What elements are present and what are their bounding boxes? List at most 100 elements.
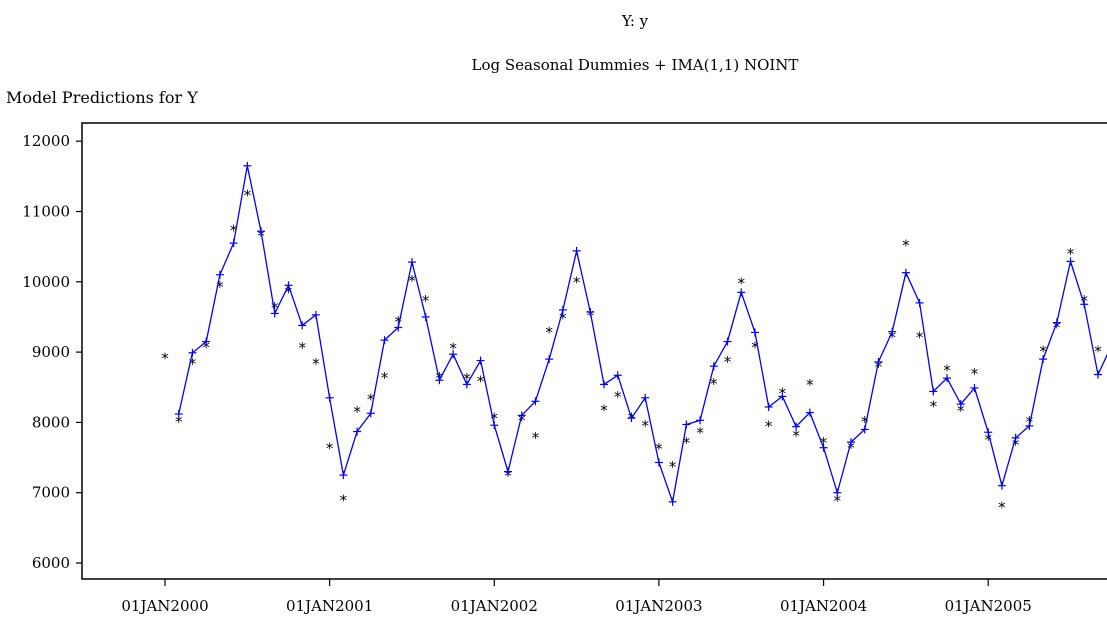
predicted-point — [353, 427, 362, 436]
observed-points: * * * * * * * * * * * * * * * * * * * * * * * * * * * * * * * * * * * * * * * *… — [161, 186, 1102, 516]
predicted-point — [531, 397, 540, 406]
observed-point: * — [532, 429, 540, 447]
observed-point: * — [655, 440, 663, 458]
observed-point: * — [875, 358, 883, 376]
predicted-point — [984, 428, 993, 437]
observed-point: * — [834, 492, 842, 510]
predicted-point — [723, 337, 732, 346]
observed-point: * — [696, 424, 704, 442]
observed-point: * — [491, 409, 499, 427]
predicted-point — [215, 270, 224, 279]
observed-point: * — [1053, 319, 1061, 337]
predicted-point — [1052, 318, 1061, 327]
observed-point: * — [916, 328, 924, 346]
observed-point: * — [449, 340, 457, 358]
predicted-point — [668, 497, 677, 506]
observed-point: * — [285, 283, 293, 301]
observed-point: * — [326, 439, 334, 457]
predicted-point — [901, 268, 910, 277]
predicted-point — [174, 409, 183, 418]
observed-point: * — [943, 361, 951, 379]
predicted-point — [1039, 355, 1048, 364]
y-axis: 6000 7000 8000 9000 10000 11000 12000 — [22, 132, 82, 572]
observed-point: * — [1067, 245, 1075, 263]
predicted-point — [696, 416, 705, 425]
predicted-point — [270, 309, 279, 318]
predicted-point — [298, 321, 307, 330]
observed-point: * — [340, 492, 348, 510]
observed-point: * — [312, 355, 320, 373]
predicted-point — [819, 443, 828, 452]
observed-point: * — [161, 350, 169, 368]
y-tick-label: 7000 — [32, 484, 70, 502]
predicted-point — [833, 488, 842, 497]
predicted-point — [888, 327, 897, 336]
observed-point: * — [806, 376, 814, 394]
predicted-markers — [174, 161, 1102, 506]
observed-point: * — [820, 434, 828, 452]
predicted-point — [915, 298, 924, 307]
observed-point: * — [984, 431, 992, 449]
observed-point: * — [765, 418, 773, 436]
observed-point: * — [408, 272, 416, 290]
chart-title-line2: Log Seasonal Dummies + IMA(1,1) NOINT — [471, 56, 799, 74]
predicted-point — [956, 400, 965, 409]
observed-point: * — [930, 397, 938, 415]
observed-point: * — [669, 458, 677, 476]
observed-point: * — [737, 274, 745, 292]
chart-title-line1: Y: y — [621, 12, 649, 30]
predicted-line — [178, 165, 1107, 505]
predicted-point — [586, 308, 595, 317]
y-axis-label: Model Predictions for Y — [6, 88, 198, 107]
y-tick-label: 10000 — [22, 273, 70, 291]
predicted-point — [613, 371, 622, 380]
x-axis: 01JAN2000 01JAN2001 01JAN2002 01JAN2003 01JA… — [121, 579, 1032, 615]
observed-point: * — [422, 292, 430, 310]
predicted-point — [517, 411, 526, 420]
observed-point: * — [559, 309, 567, 327]
observed-point: * — [888, 328, 896, 346]
predicted-point — [929, 387, 938, 396]
predicted-point — [970, 383, 979, 392]
predicted-point — [805, 408, 814, 417]
predicted-point — [339, 471, 348, 480]
observed-point: * — [367, 390, 375, 408]
observed-point: * — [298, 339, 306, 357]
observed-point: * — [641, 417, 649, 435]
observed-point: * — [573, 274, 581, 292]
observed-point: * — [957, 402, 965, 420]
observed-point: * — [710, 375, 718, 393]
observed-point: * — [861, 413, 869, 431]
y-tick-label: 8000 — [32, 413, 70, 431]
predicted-point — [750, 328, 759, 337]
observed-point: * — [463, 370, 471, 388]
predicted-point — [997, 481, 1006, 490]
observed-point: * — [971, 365, 979, 383]
observed-point: * — [614, 388, 622, 406]
observed-point: * — [1012, 436, 1020, 454]
observed-point: * — [902, 236, 910, 254]
predicted-point — [641, 393, 650, 402]
x-tick-label: 01JAN2003 — [615, 597, 702, 615]
observed-point: * — [244, 186, 252, 204]
plot-frame — [81, 122, 1107, 580]
observed-point: * — [847, 439, 855, 457]
predicted-point — [1025, 421, 1034, 430]
x-tick-label: 01JAN2000 — [121, 597, 208, 615]
predicted-point — [394, 323, 403, 332]
predicted-point — [943, 374, 952, 383]
observed-point: * — [545, 323, 553, 341]
predicted-point — [311, 310, 320, 319]
predicted-point — [366, 409, 375, 418]
predicted-point — [435, 376, 444, 385]
predicted-point — [847, 438, 855, 447]
predicted-point — [380, 336, 389, 345]
observed-point: * — [271, 299, 279, 317]
observed-point: * — [518, 411, 526, 429]
observed-point: * — [724, 353, 732, 371]
y-tick-label: 9000 — [32, 343, 70, 361]
observed-point: * — [175, 413, 183, 431]
observed-point: * — [216, 278, 224, 296]
predicted-point — [545, 355, 554, 364]
